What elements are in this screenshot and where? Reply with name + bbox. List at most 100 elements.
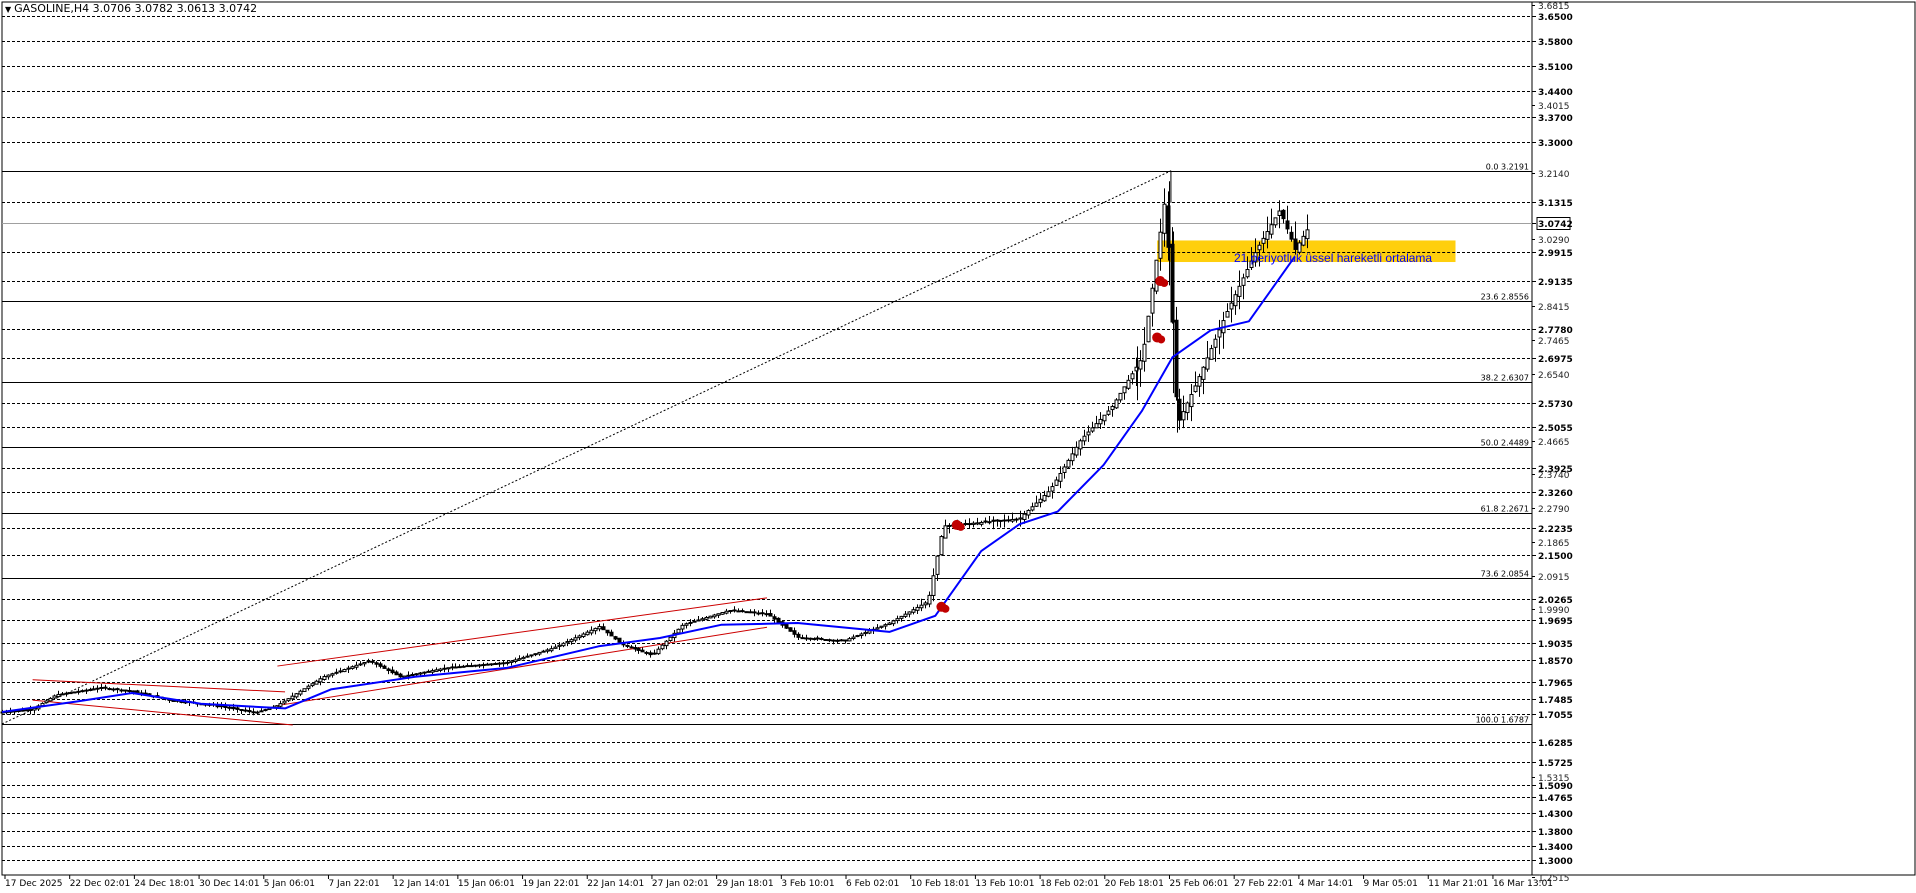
price-label-box bbox=[1537, 246, 1570, 259]
ema-line[interactable] bbox=[1, 256, 1296, 713]
price-axis-label: 1.3400 bbox=[1538, 843, 1573, 853]
time-axis-label: 25 Feb 06:01 bbox=[1169, 879, 1228, 888]
signal-marker[interactable] bbox=[956, 522, 965, 531]
price-axis-label: 2.5055 bbox=[1538, 424, 1573, 434]
price-label-box bbox=[1537, 111, 1570, 124]
price-label-box bbox=[1537, 779, 1570, 792]
price-axis-label: 2.9915 bbox=[1538, 249, 1573, 259]
candle-body bbox=[263, 709, 268, 712]
candle-body bbox=[103, 686, 108, 689]
candle-body bbox=[923, 602, 928, 606]
candle-body bbox=[24, 709, 29, 712]
candle-body bbox=[935, 555, 940, 575]
price-label-box bbox=[1537, 549, 1570, 562]
candle-body bbox=[1237, 285, 1242, 297]
candle-body bbox=[294, 693, 299, 698]
candle-body bbox=[501, 662, 506, 665]
price-label-box bbox=[1537, 693, 1570, 706]
candle-body bbox=[334, 671, 339, 674]
channel-line[interactable] bbox=[277, 626, 768, 707]
candle-body bbox=[740, 610, 745, 613]
high-price: 3.0782 bbox=[134, 2, 174, 15]
channel-line[interactable] bbox=[277, 597, 768, 667]
price-axis-minor-label: 1.2515 bbox=[1538, 874, 1570, 884]
signal-marker[interactable] bbox=[941, 604, 950, 613]
price-axis bbox=[1531, 1, 1916, 876]
fib-trendline[interactable] bbox=[1, 170, 1172, 725]
price-label-box bbox=[1537, 462, 1570, 475]
candle-body bbox=[99, 686, 104, 689]
candle-body bbox=[652, 652, 657, 655]
collapse-triangle-icon[interactable]: ▼ bbox=[5, 5, 12, 14]
price-axis-minor-label: 2.1865 bbox=[1538, 539, 1570, 549]
time-axis-label: 9 Mar 05:01 bbox=[1364, 879, 1418, 888]
candle-body bbox=[1054, 479, 1059, 486]
price-axis-label: 2.1500 bbox=[1538, 552, 1573, 562]
support-zone[interactable] bbox=[1157, 240, 1456, 263]
candle-body bbox=[752, 611, 757, 614]
fib-level-label: 50.0 2.4489 bbox=[1481, 439, 1529, 448]
candle-body bbox=[680, 624, 685, 630]
candle-body bbox=[1014, 518, 1019, 521]
candle-body bbox=[569, 639, 574, 643]
candle-body bbox=[290, 695, 295, 700]
candle-body bbox=[760, 612, 765, 615]
price-axis-label: 2.7780 bbox=[1538, 326, 1573, 336]
ema-annotation: 21 periyotluk üssel hareketli ortalama bbox=[1234, 251, 1433, 265]
candle-body bbox=[386, 668, 391, 672]
signal-marker[interactable] bbox=[1160, 279, 1169, 288]
candle-body bbox=[1305, 229, 1310, 240]
price-axis-minor-label: 3.6815 bbox=[1538, 2, 1570, 12]
price-axis-label: 2.5730 bbox=[1538, 400, 1573, 410]
channel-line[interactable] bbox=[32, 699, 293, 726]
price-label-box bbox=[1537, 397, 1570, 410]
candle-body bbox=[1102, 414, 1107, 422]
candle-body bbox=[903, 613, 908, 617]
candle-body bbox=[346, 667, 351, 670]
price-axis-label: 2.3260 bbox=[1538, 489, 1573, 499]
candle-body bbox=[1189, 393, 1194, 408]
price-label-box bbox=[1537, 136, 1570, 149]
candle-body bbox=[1193, 385, 1198, 393]
candle-body bbox=[788, 627, 793, 632]
candle-body bbox=[815, 637, 820, 640]
candle-body bbox=[605, 629, 610, 634]
candle-body bbox=[1010, 518, 1015, 522]
candle-body bbox=[509, 660, 514, 663]
candle-body bbox=[573, 637, 578, 641]
candle-body bbox=[597, 626, 602, 630]
candle-body bbox=[700, 618, 705, 621]
candle-body bbox=[804, 637, 809, 640]
candle-body bbox=[282, 700, 287, 704]
price-axis-label: 2.6975 bbox=[1538, 355, 1573, 365]
price-label-box bbox=[1537, 60, 1570, 73]
candle-body bbox=[676, 628, 681, 634]
candle-body bbox=[406, 674, 411, 677]
candle-body bbox=[306, 685, 311, 689]
candle-body bbox=[843, 639, 848, 642]
candle-body bbox=[625, 644, 630, 647]
candle-body bbox=[20, 709, 25, 712]
candle-body bbox=[1002, 519, 1007, 522]
candle-body bbox=[1118, 392, 1123, 401]
candle-body bbox=[1026, 509, 1031, 516]
channel-line[interactable] bbox=[32, 679, 286, 693]
candle-body bbox=[1146, 315, 1151, 343]
candle-body bbox=[402, 675, 407, 678]
candle-body bbox=[975, 522, 980, 525]
candle-body bbox=[1181, 411, 1186, 421]
candle-body bbox=[1225, 311, 1230, 318]
candle-body bbox=[724, 610, 729, 614]
candle-body bbox=[1285, 220, 1290, 230]
candle-body bbox=[887, 622, 892, 626]
signal-marker[interactable] bbox=[1157, 335, 1166, 344]
candle-body bbox=[310, 683, 315, 687]
candle-body bbox=[704, 616, 709, 620]
price-axis-minor-label: 3.2140 bbox=[1538, 170, 1570, 180]
price-axis-label: 1.7965 bbox=[1538, 679, 1573, 689]
candle-body bbox=[879, 625, 884, 628]
candle-body bbox=[792, 630, 797, 635]
candle-body bbox=[362, 662, 367, 665]
